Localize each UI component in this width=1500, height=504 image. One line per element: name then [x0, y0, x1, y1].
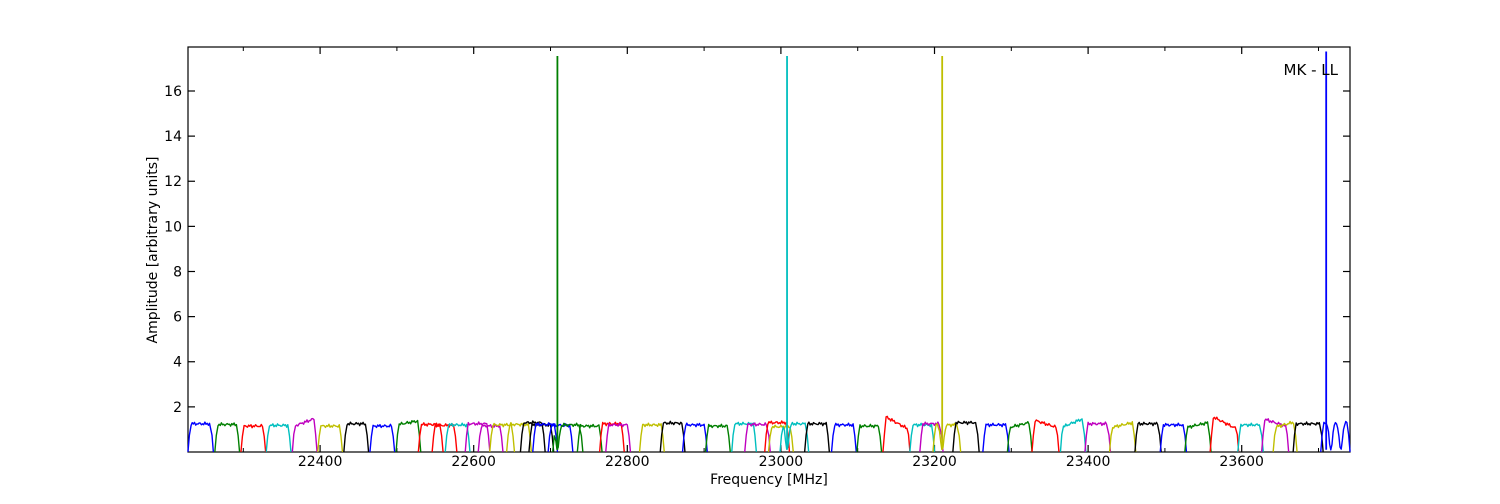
bandpass-curve — [240, 423, 267, 452]
bandpass-curve — [767, 424, 794, 452]
bandpass-curve — [1108, 421, 1137, 452]
bandpass-curve — [932, 422, 962, 452]
bandpass-curve — [659, 420, 686, 452]
bandpass-curve — [1292, 421, 1324, 452]
bandpass-curve — [317, 423, 344, 452]
y-tick-label: 12 — [164, 174, 182, 190]
bandpass-curve — [343, 421, 370, 452]
x-tick-label: 23200 — [912, 454, 957, 470]
y-tick-label: 8 — [173, 264, 182, 280]
bandpass-curve — [187, 421, 214, 452]
bandpass-curve — [1031, 419, 1060, 452]
x-tick-label: 22400 — [298, 454, 343, 470]
y-tick-label: 4 — [173, 355, 182, 371]
bandpass-curve — [599, 421, 625, 452]
bandpass-curve — [1059, 418, 1087, 452]
tick-labels: 22400 22600 22800 23000 23200 23400 23600 2 4 6 8 1… — [164, 84, 1264, 470]
bandpass-curve — [764, 420, 791, 452]
bandpass-curve — [779, 421, 810, 452]
bandpass-curve — [519, 420, 546, 452]
y-tick-label: 10 — [164, 219, 182, 235]
bandpass-curve — [291, 417, 318, 452]
x-tick-label: 23400 — [1066, 454, 1111, 470]
bandpass-curve — [704, 423, 731, 452]
bandpass-curve — [1006, 421, 1033, 452]
bandpass-curve — [1084, 421, 1112, 452]
y-axis-label: Amplitude [arbitrary units] — [145, 157, 161, 344]
spectral-line-spikes — [556, 51, 1328, 450]
bandpass-curve — [638, 422, 665, 452]
bandpass-curve — [1184, 421, 1212, 452]
baseline-annotation: MK - LL — [1284, 61, 1339, 79]
bandpass-curve — [1237, 422, 1264, 452]
bandpass-curve — [982, 422, 1010, 452]
bandpass-curve — [952, 420, 980, 452]
bandpass-curve — [919, 421, 944, 452]
x-tick-label: 22600 — [451, 454, 496, 470]
bandpass-curve — [214, 422, 241, 452]
bandpass-curve — [1320, 420, 1351, 452]
y-tick-label: 16 — [164, 84, 182, 100]
bandpass-curve — [605, 422, 632, 452]
bandpass-curve — [744, 422, 771, 452]
y-tick-label: 6 — [173, 310, 182, 326]
bandpass-curve — [576, 423, 603, 452]
y-tick-label: 14 — [164, 129, 182, 145]
bandpass-curve — [369, 423, 396, 452]
bandpass-curves — [187, 415, 1351, 452]
bandpass-curve — [444, 422, 471, 452]
x-tick-label: 23000 — [759, 454, 804, 470]
bandpass-curve — [477, 423, 504, 452]
bandpass-curve — [1272, 420, 1298, 452]
bandpass-curve — [731, 421, 757, 452]
bandpass-curve — [1134, 421, 1162, 452]
bandpass-curve — [830, 422, 857, 452]
bandpass-curve — [431, 423, 458, 452]
bandpass-curve — [464, 421, 491, 452]
bandpass-curve — [506, 422, 532, 452]
bandpass-curve — [1209, 416, 1240, 452]
plot-frame — [187, 46, 1351, 453]
bandpass-curve — [1159, 422, 1188, 452]
y-tick-label: 2 — [173, 400, 182, 416]
bandpass-curve — [417, 422, 444, 452]
axis-ticks — [188, 47, 1350, 452]
x-tick-label: 22800 — [605, 454, 650, 470]
x-axis-label: Frequency [MHz] — [710, 472, 828, 488]
bandpass-curve — [395, 419, 422, 452]
bandpass-curve — [856, 423, 883, 452]
bandpass-curve — [882, 415, 911, 452]
x-tick-label: 23600 — [1219, 454, 1264, 470]
bandpass-curve — [265, 423, 292, 452]
bandpass-curve — [804, 421, 830, 452]
bandpass-curve — [681, 422, 708, 452]
